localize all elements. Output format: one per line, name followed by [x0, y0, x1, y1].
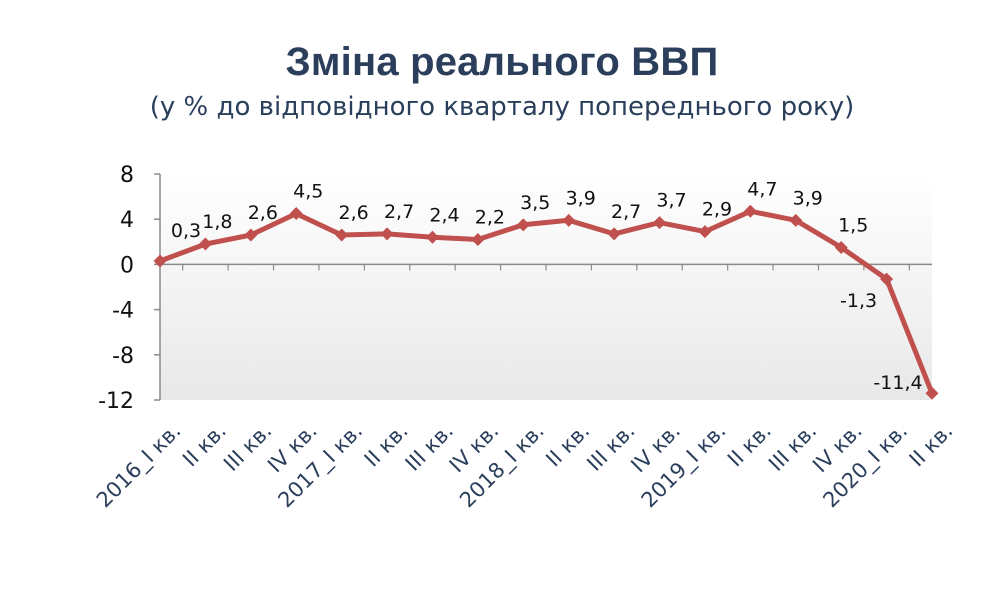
y-tick-label: -8: [112, 344, 134, 369]
data-point: [516, 218, 530, 232]
data-label: 1,8: [202, 211, 232, 233]
data-point: [698, 225, 712, 239]
series-line: [159, 208, 935, 395]
data-label: 3,9: [566, 187, 596, 209]
x-tick-label: III кв.: [582, 419, 639, 476]
data-point: [607, 227, 621, 241]
x-tick-label: III кв.: [764, 419, 821, 476]
data-point: [743, 204, 757, 218]
data-point: [834, 240, 848, 254]
x-tick-label: II кв.: [905, 419, 958, 472]
data-point: [471, 233, 485, 247]
data-label: 2,7: [611, 201, 641, 223]
data-point: [789, 213, 803, 227]
data-point: [335, 228, 349, 242]
data-label: 3,9: [793, 187, 823, 209]
data-label: 3,5: [520, 192, 550, 214]
x-tick-label: III кв.: [401, 419, 458, 476]
y-tick-label: 8: [120, 163, 134, 188]
data-label: -1,3: [840, 290, 877, 312]
data-label: 4,5: [293, 181, 323, 203]
data-label: 2,6: [339, 202, 369, 224]
data-label: 1,5: [838, 214, 868, 236]
data-point: [880, 272, 894, 286]
data-label: 2,6: [248, 202, 278, 224]
data-point: [198, 237, 212, 251]
chart-subtitle: (у % до відповідного кварталу попередньо…: [149, 92, 855, 122]
chart-title: Зміна реального ВВП: [285, 40, 719, 84]
data-point: [380, 227, 394, 241]
y-tick-label: 0: [120, 253, 134, 278]
data-point: [925, 386, 939, 400]
data-point: [289, 207, 303, 221]
data-label: 2,2: [475, 207, 505, 229]
data-label: 2,4: [429, 204, 459, 226]
x-tick-label: III кв.: [219, 419, 276, 476]
data-point: [653, 216, 667, 230]
data-point: [425, 230, 439, 244]
data-point: [244, 228, 258, 242]
data-label: 4,7: [747, 178, 777, 200]
y-tick-label: -12: [98, 389, 134, 414]
y-tick-label: -4: [112, 299, 134, 324]
data-label: 2,7: [384, 201, 414, 223]
y-tick-label: 4: [120, 208, 134, 233]
data-label: 3,7: [656, 190, 686, 212]
x-tick-label: 2016_I кв.: [92, 419, 186, 513]
data-point: [153, 254, 167, 268]
data-point: [562, 213, 576, 227]
data-label: 0,3: [171, 220, 201, 242]
data-label: 2,9: [702, 199, 732, 221]
data-label: -11,4: [873, 372, 922, 394]
plot-area: [160, 174, 932, 400]
